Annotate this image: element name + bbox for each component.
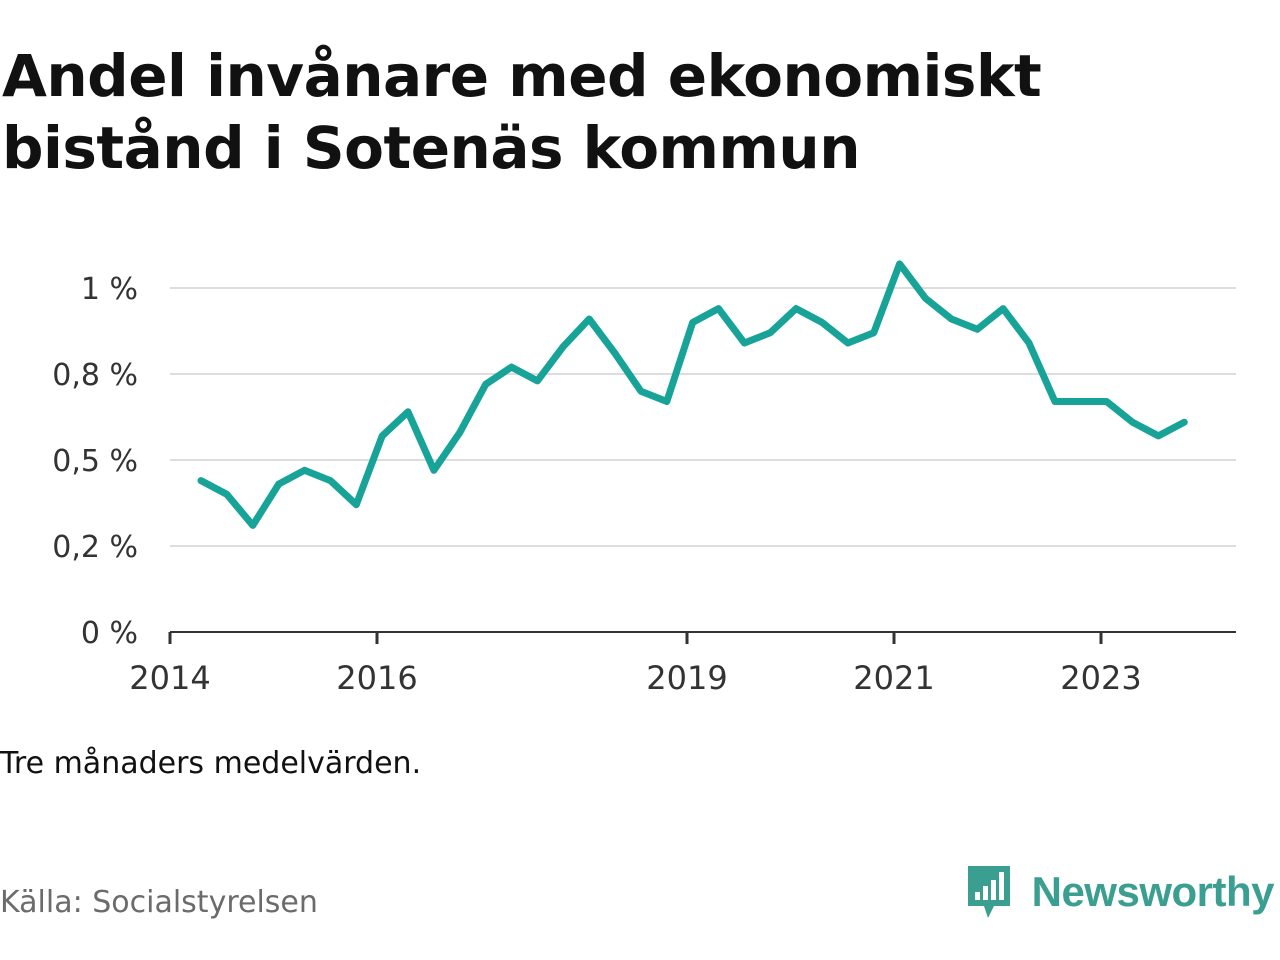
y-tick-label: 0,5 % [52,444,138,479]
bar-chart-speech-bubble-icon [967,866,1010,918]
series-line [197,260,1188,529]
chart-title: Andel invånare med ekonomiskt bistånd i … [2,42,1042,182]
y-tick-label: 0,8 % [52,358,138,393]
chart-note: Tre månaders medelvärden. [0,746,422,781]
gridlines [170,287,1236,547]
brand-logo: Newsworthy [964,862,1275,922]
line-chart: 0 %0,2 %0,5 %0,8 %1 % 2014 2016 2019 2021 20… [52,260,1236,697]
source-credit: Källa: Socialstyrelsen [0,885,318,920]
x-tick-label: 2016 [336,659,417,697]
x-tick-label: 2019 [646,659,727,697]
x-tick-label: 2014 [129,659,210,697]
y-tick-label: 0 % [81,616,138,651]
x-tick-label: 2021 [853,659,934,697]
y-tick-label: 0,2 % [52,530,138,565]
brand-name: Newsworthy [1031,868,1275,915]
series [197,260,1188,529]
x-tick-label: 2023 [1060,659,1141,697]
y-tick-label: 1 % [81,272,138,307]
y-axis: 0 % 0,2 % 0,5 % 0,8 % 1 % [52,272,138,651]
x-axis: 2014 2016 2019 2021 2023 [129,631,1236,697]
